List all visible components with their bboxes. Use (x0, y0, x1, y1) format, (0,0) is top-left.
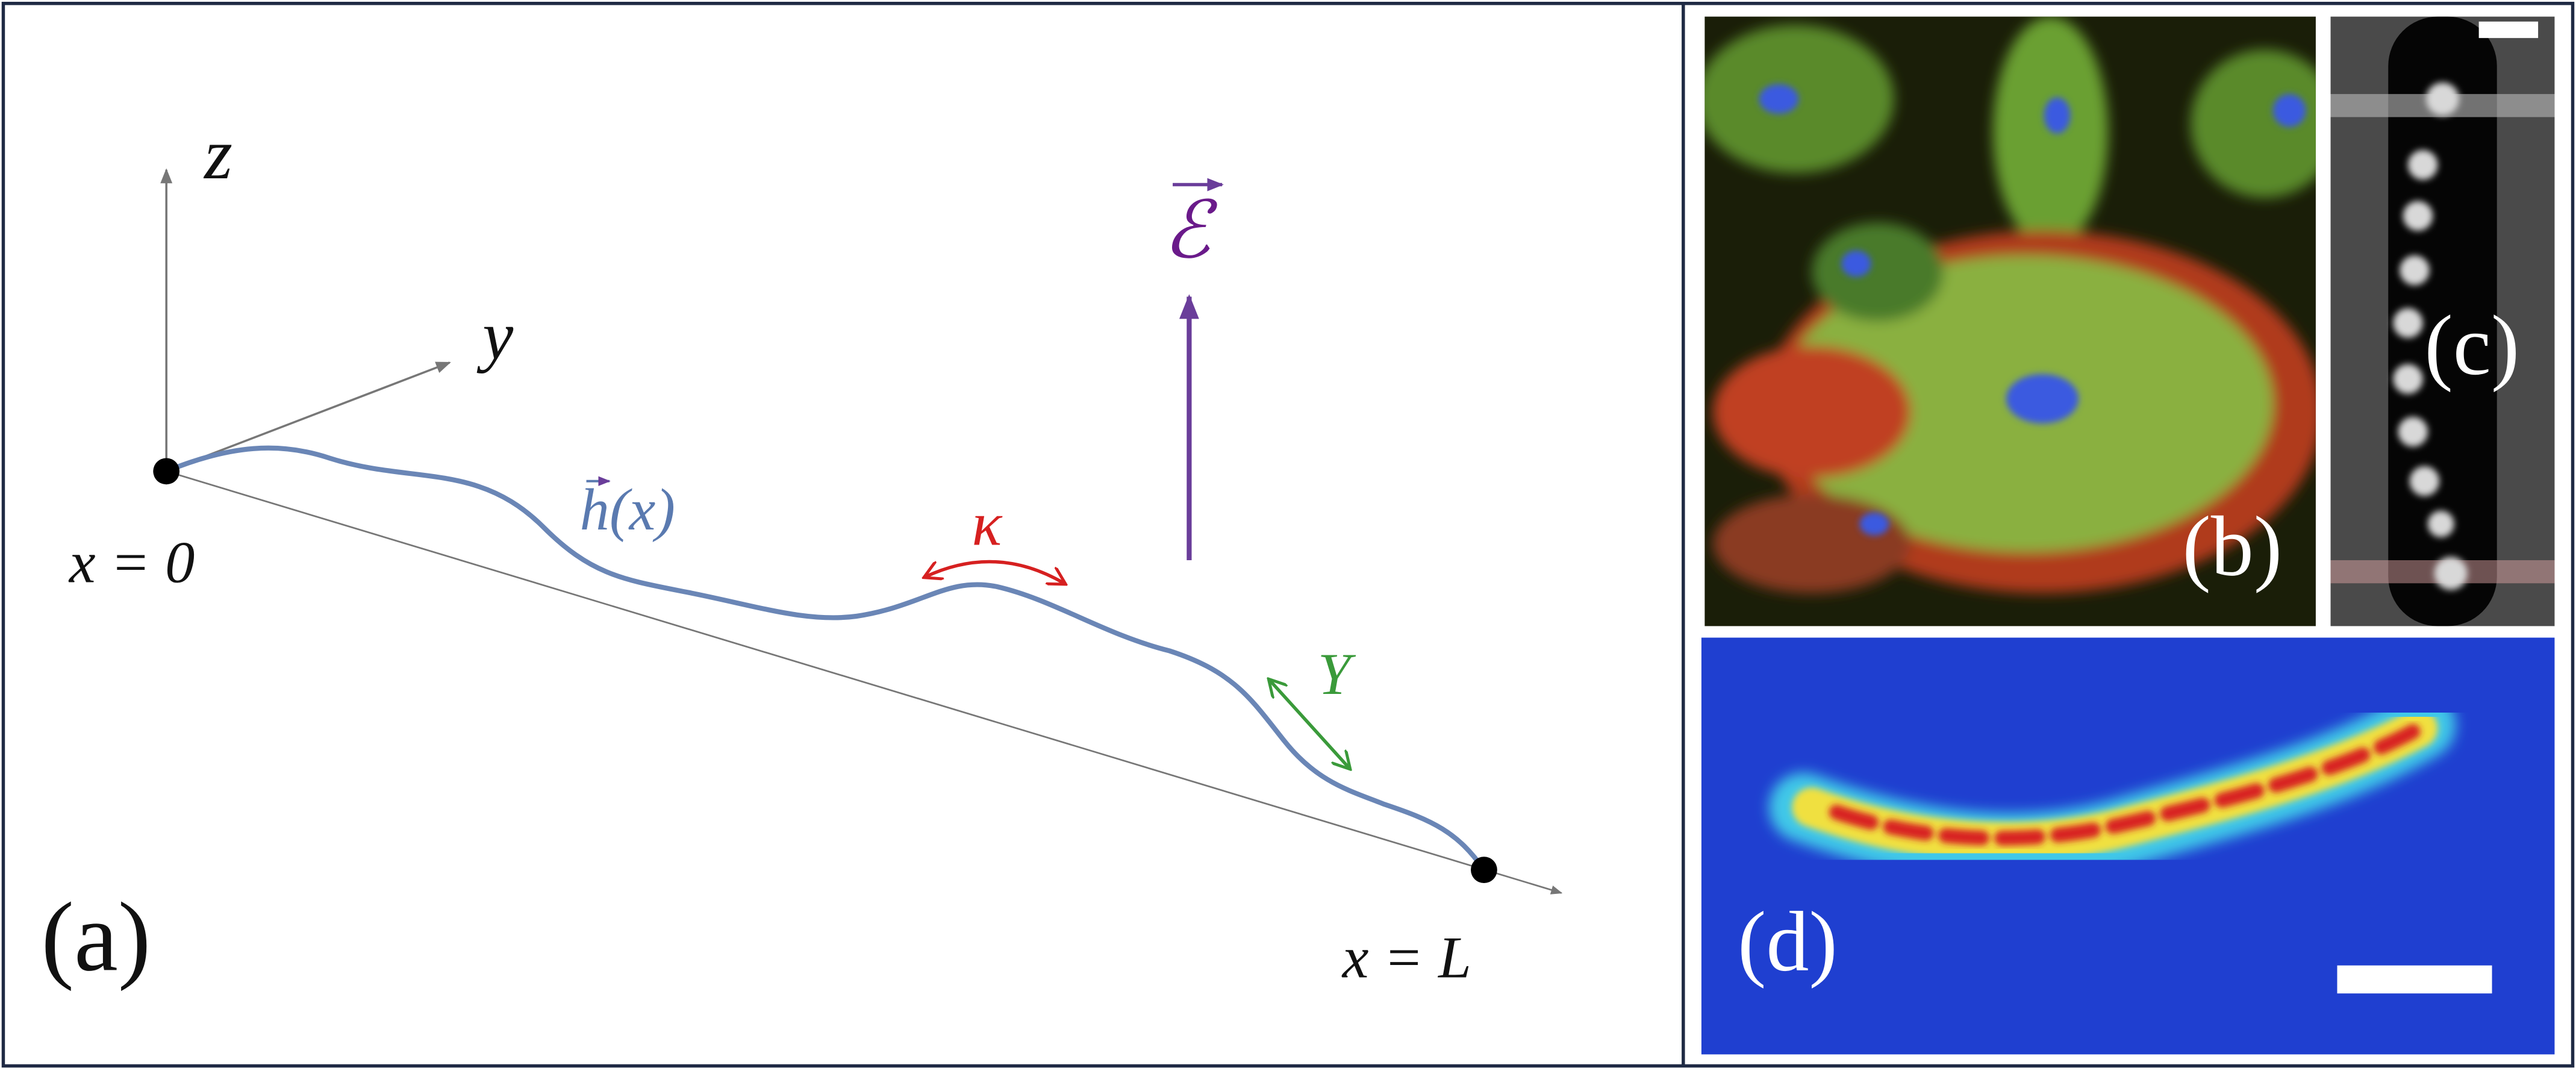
z-label: z (203, 114, 232, 195)
stretching-arrow (1270, 681, 1349, 768)
panel-a: z y x = 0 x = L h(x) κ Y ℰ (a) (41, 114, 1563, 991)
y-label: y (476, 297, 514, 373)
field-label: ℰ (1163, 187, 1218, 275)
end-label: x = L (1341, 925, 1471, 991)
stretching-label: Y (1318, 642, 1356, 707)
panel-c: (c) (2330, 16, 2555, 626)
bending-arrow (926, 560, 1064, 584)
scale-bar (2337, 965, 2492, 994)
filament-image (1769, 690, 2456, 882)
panel-label: (a) (41, 882, 151, 991)
nuclei (1759, 84, 2306, 536)
x-axis (166, 470, 1563, 895)
beads (2393, 82, 2468, 590)
bending-label: κ (971, 490, 1002, 559)
panel-label: (c) (2424, 298, 2519, 393)
panel-b: (b) (1704, 16, 2316, 626)
end-point (1471, 857, 1497, 884)
panel-label: (d) (1738, 894, 1838, 989)
start-label: x = 0 (68, 529, 195, 595)
panel-label: (b) (2182, 498, 2282, 593)
scale-bar (2478, 21, 2539, 39)
panel-d: (d) (1701, 637, 2555, 1055)
start-point (153, 458, 180, 485)
curve-label: h(x) (580, 477, 675, 543)
